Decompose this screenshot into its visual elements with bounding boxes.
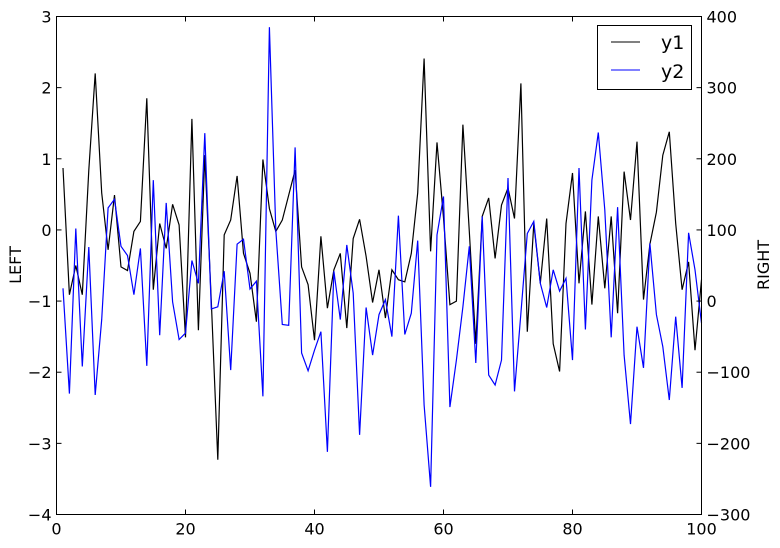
x-tick-label: 80 <box>562 520 582 539</box>
x-tick-label: 20 <box>175 520 195 539</box>
series-line-y1 <box>62 58 703 460</box>
right-y-tick-label: 0 <box>707 292 717 311</box>
right-axis-label: RIGHT <box>754 240 773 290</box>
left-axis-label: LEFT <box>6 246 25 284</box>
legend-label-y2: y2 <box>661 61 684 83</box>
left-y-tick-label: 0 <box>41 221 51 240</box>
left-y-tick-label: −2 <box>28 363 52 382</box>
axis-ticks: 0 20 40 60 80 100 −4 −3 −2 −1 0 1 2 3 −300 −200 −100 0 100… <box>28 8 751 539</box>
right-y-tick-label: 300 <box>707 79 738 98</box>
series-line-y2 <box>62 27 703 487</box>
right-y-tick-label: 400 <box>707 8 738 27</box>
left-y-tick-label: 2 <box>41 79 51 98</box>
x-tick-label: 0 <box>51 520 61 539</box>
right-y-tick-label: 100 <box>707 221 738 240</box>
x-tick-label: 60 <box>433 520 453 539</box>
plot-frame <box>56 16 702 515</box>
left-y-tick-label: 3 <box>41 8 51 27</box>
right-y-tick-label: −300 <box>707 506 751 525</box>
x-tick-label: 40 <box>304 520 324 539</box>
x-tick-label: 100 <box>686 520 717 539</box>
right-y-tick-label: −100 <box>707 363 751 382</box>
legend: y1 y2 <box>597 25 692 90</box>
left-y-tick-label: −3 <box>28 434 52 453</box>
left-y-tick-label: −1 <box>28 292 52 311</box>
plot-lines <box>62 27 703 487</box>
left-y-tick-label: −4 <box>28 506 52 525</box>
right-y-tick-label: −200 <box>707 434 751 453</box>
left-y-tick-label: 1 <box>41 150 51 169</box>
right-y-tick-label: 200 <box>707 150 738 169</box>
legend-box <box>597 25 692 90</box>
legend-label-y1: y1 <box>661 32 684 54</box>
